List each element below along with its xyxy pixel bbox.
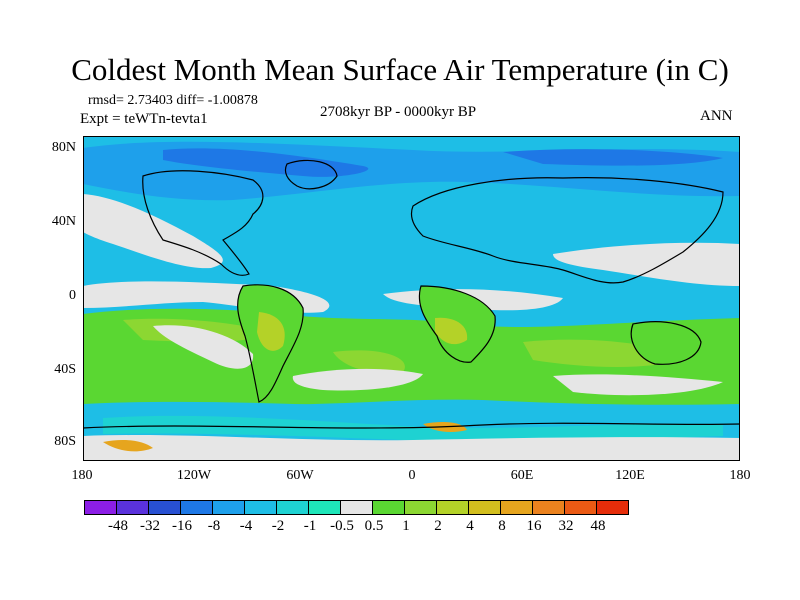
colorbar-swatch: [404, 500, 437, 515]
antarctic-white: [83, 435, 740, 461]
colorbar-label: 16: [526, 518, 542, 534]
southern-white-1: [153, 325, 254, 369]
colorbar-swatch: [180, 500, 213, 515]
africa-warm: [435, 317, 468, 345]
x-tick-label: 60E: [510, 468, 534, 483]
colorbar-swatch: [436, 500, 469, 515]
north-pacific-white: [553, 242, 740, 286]
y-tick-label: 40S: [54, 362, 76, 377]
colorbar-label: -0.5: [330, 518, 354, 534]
experiment-label: Expt = teWTn-tevta1: [80, 111, 208, 127]
southern-white-3: [553, 374, 723, 396]
x-tick-label: 180: [71, 468, 93, 483]
colorbar-label: 2: [434, 518, 442, 534]
colorbar-swatch: [372, 500, 405, 515]
colorbar-label: 32: [558, 518, 574, 534]
period-label: 2708kyr BP - 0000kyr BP: [320, 104, 477, 120]
x-tick-label: 180: [729, 468, 751, 483]
antarctic-warm-spots: [103, 422, 467, 452]
colorbar-label: -2: [271, 518, 285, 534]
colorbar-swatch: [532, 500, 565, 515]
y-tick-label: 40N: [51, 214, 76, 229]
colorbar-swatch: [84, 500, 117, 515]
colorbar-swatch: [500, 500, 533, 515]
colorbar-swatch: [308, 500, 341, 515]
colorbar-swatch: [212, 500, 245, 515]
colorbar-label: 1: [402, 518, 410, 534]
colorbar-swatch: [244, 500, 277, 515]
antarctic-cyan: [103, 415, 723, 442]
map-title: Coldest Month Mean Surface Air Temperatu…: [71, 52, 729, 87]
colorbar-label: -32: [140, 518, 160, 534]
y-tick-label: 0: [69, 288, 76, 303]
australia: [631, 321, 701, 365]
colorbar-label: -48: [108, 518, 128, 534]
colorbar-label: -4: [239, 518, 253, 534]
coast-antarctica: [83, 422, 740, 429]
coast-eurasia: [410, 177, 724, 284]
coast-australia: [630, 321, 702, 365]
season-label: ANN: [700, 108, 733, 124]
colorbar-label: -8: [207, 518, 221, 534]
colorbar-swatch: [340, 500, 373, 515]
rmsd-diff-stats: rmsd= 2.73403 diff= -1.00878: [88, 93, 258, 108]
colorbar-swatch: [276, 500, 309, 515]
arctic-darker: [163, 148, 723, 177]
colorbar-label: 0.5: [364, 518, 384, 534]
coast-africa: [418, 285, 496, 363]
x-tick-label: 120W: [176, 468, 212, 483]
coast-south-america: [237, 284, 304, 403]
x-tick-label: 120E: [615, 468, 645, 483]
coast-north-america: [142, 170, 264, 276]
coast-greenland: [284, 159, 338, 190]
temperature-map: [83, 136, 740, 461]
colorbar-swatch: [596, 500, 629, 515]
southern-white-2: [292, 368, 423, 391]
colorbar-label: 4: [466, 518, 474, 534]
colorbar-swatch: [116, 500, 149, 515]
colorbar-label: -1: [303, 518, 317, 534]
colorbar-label: 8: [498, 518, 506, 534]
north-atlantic-white: [83, 194, 223, 269]
colorbar-swatch: [468, 500, 501, 515]
colorbar: [84, 500, 629, 515]
x-tick-label: 60W: [286, 468, 314, 483]
south-america-warm: [257, 312, 285, 351]
y-tick-label: 80N: [51, 140, 76, 155]
map-frame: [83, 136, 740, 461]
colorbar-swatch: [148, 500, 181, 515]
coastlines: [83, 159, 740, 429]
colorbar-label: 48: [590, 518, 606, 534]
y-tick-label: 80S: [54, 434, 76, 449]
colorbar-label: -16: [172, 518, 192, 534]
x-tick-label: 0: [408, 468, 416, 483]
colorbar-swatch: [564, 500, 597, 515]
